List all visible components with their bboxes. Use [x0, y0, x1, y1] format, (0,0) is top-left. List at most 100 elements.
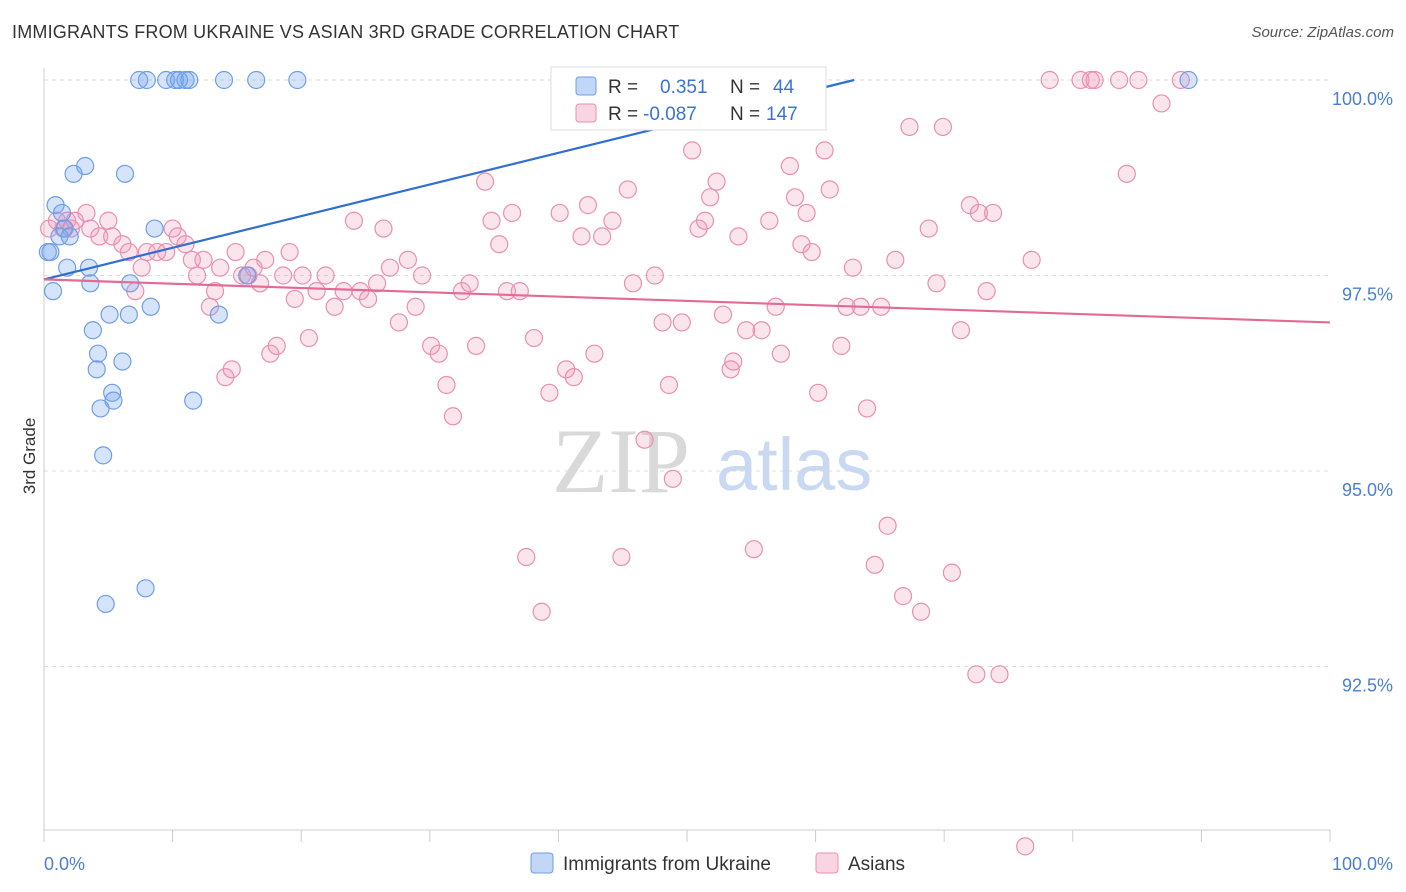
- asians-point: [942, 563, 962, 582]
- ukraine-point: [184, 391, 203, 410]
- asians-point: [1081, 70, 1100, 90]
- series-legend-label-asians: Asians: [848, 854, 905, 875]
- ukraine-point: [88, 344, 108, 363]
- asians-point: [737, 321, 756, 340]
- ukraine-point: [141, 297, 160, 316]
- asians-point: [517, 547, 536, 567]
- asians-point: [443, 407, 463, 426]
- ukraine-point: [247, 70, 266, 90]
- asians-point: [1085, 70, 1104, 90]
- asians-point: [659, 375, 679, 395]
- y-tick-label: 97.5%: [1342, 285, 1393, 305]
- asians-point: [893, 587, 913, 606]
- asians-point: [663, 469, 682, 488]
- asians-point: [969, 203, 989, 223]
- asians-point: [771, 344, 790, 363]
- asians-point: [967, 665, 986, 684]
- asians-point: [857, 399, 877, 418]
- asians-point: [299, 328, 319, 348]
- asians-point: [274, 266, 293, 285]
- ukraine-point: [96, 594, 115, 614]
- asians-point: [593, 227, 612, 246]
- asians-point: [466, 336, 486, 355]
- asians-point: [398, 250, 418, 269]
- series-legend-swatch-asians: [815, 852, 839, 874]
- asians-point: [578, 196, 598, 215]
- asians-point: [429, 344, 448, 363]
- asians-point: [1109, 70, 1129, 90]
- ukraine-point: [130, 70, 149, 90]
- watermark-atlas: atlas: [716, 423, 872, 506]
- correlation-legend: R = 0.351 N = 44 R = -0.087 N = 147: [550, 66, 827, 131]
- ukraine-point: [113, 352, 132, 371]
- asians-point: [380, 258, 400, 277]
- asians-point: [797, 203, 816, 223]
- asians-point: [623, 274, 643, 293]
- series-legend: Immigrants from Ukraine Asians: [530, 852, 905, 875]
- asians-point: [809, 383, 828, 402]
- asians-point: [475, 172, 495, 191]
- legend-r-label-ukraine: R =: [608, 77, 638, 98]
- asians-point: [1040, 70, 1059, 90]
- asians-points: [40, 70, 1190, 856]
- asians-point: [503, 203, 522, 223]
- asians-point: [886, 250, 905, 269]
- asians-point: [267, 336, 286, 355]
- asians-point: [1171, 70, 1190, 90]
- asians-point: [603, 211, 622, 230]
- asians-point: [564, 368, 583, 387]
- asians-point: [683, 141, 702, 160]
- asians-point: [510, 282, 529, 301]
- asians-point: [612, 547, 631, 567]
- series-legend-swatch-ukraine: [530, 852, 554, 874]
- asians-point: [900, 117, 919, 137]
- asians-point: [695, 211, 715, 230]
- asians-point: [280, 242, 299, 262]
- asians-point: [437, 375, 456, 395]
- asians-point: [334, 282, 353, 301]
- asians-point: [77, 203, 96, 223]
- ukraine-point: [136, 579, 155, 598]
- asians-point: [406, 297, 425, 316]
- asians-point: [412, 266, 432, 285]
- asians-point: [293, 266, 312, 285]
- y-tick-label: 95.0%: [1342, 480, 1393, 500]
- asians-point: [1071, 70, 1090, 90]
- asians-point: [532, 602, 551, 621]
- ukraine-point: [60, 227, 79, 246]
- ukraine-point: [209, 305, 228, 324]
- asians-point: [785, 188, 805, 207]
- asians-point: [194, 250, 213, 269]
- asians-point: [802, 242, 821, 262]
- asians-point: [635, 430, 654, 449]
- asians-point: [211, 258, 230, 277]
- legend-r-label-asians: R =: [608, 104, 638, 125]
- asians-point: [724, 352, 743, 371]
- asians-point: [256, 250, 275, 269]
- asians-point: [760, 211, 779, 230]
- asians-point: [550, 203, 569, 223]
- asians-point: [557, 360, 576, 379]
- asians-point: [766, 297, 785, 316]
- asians-point: [951, 321, 971, 340]
- asians-point: [205, 282, 225, 301]
- ukraine-point: [41, 242, 60, 262]
- x-tick-label-min: 0.0%: [44, 854, 85, 874]
- y-tick-label: 92.5%: [1342, 676, 1393, 696]
- ukraine-point: [1179, 70, 1198, 90]
- tick-labels: 100.0% 97.5% 95.0% 92.5% 0.0% 100.0%: [44, 89, 1393, 874]
- asians-point: [367, 274, 387, 293]
- legend-box: [550, 66, 827, 131]
- series-legend-label-ukraine: Immigrants from Ukraine: [563, 854, 771, 875]
- asians-point: [1022, 250, 1041, 269]
- legend-n-label-asians: N =: [730, 104, 760, 125]
- asians-point: [157, 242, 176, 262]
- asians-point: [977, 282, 996, 301]
- legend-swatch-asians: [575, 103, 597, 123]
- x-tick-label-max: 100.0%: [1332, 854, 1393, 874]
- asians-point: [99, 211, 118, 230]
- asians-point: [524, 328, 544, 348]
- ukraine-point: [137, 70, 156, 90]
- asians-point: [752, 321, 771, 340]
- asians-point: [187, 266, 207, 285]
